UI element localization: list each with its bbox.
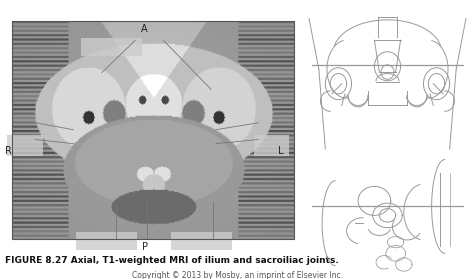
Bar [12, 21, 294, 239]
Text: L: L [278, 146, 283, 156]
Text: P: P [142, 242, 147, 252]
Bar [81, 38, 142, 56]
Text: FIGURE 8.27 Axial, T1-weighted MRI of ilium and sacroiliac joints.: FIGURE 8.27 Axial, T1-weighted MRI of il… [5, 256, 338, 264]
Text: Copyright © 2013 by Mosby, an imprint of Elsevier Inc.: Copyright © 2013 by Mosby, an imprint of… [131, 271, 343, 279]
Bar [171, 232, 232, 250]
Text: A: A [141, 24, 148, 34]
Bar [76, 232, 137, 250]
Bar [7, 135, 43, 156]
Bar [254, 135, 289, 156]
Text: R: R [5, 146, 12, 156]
